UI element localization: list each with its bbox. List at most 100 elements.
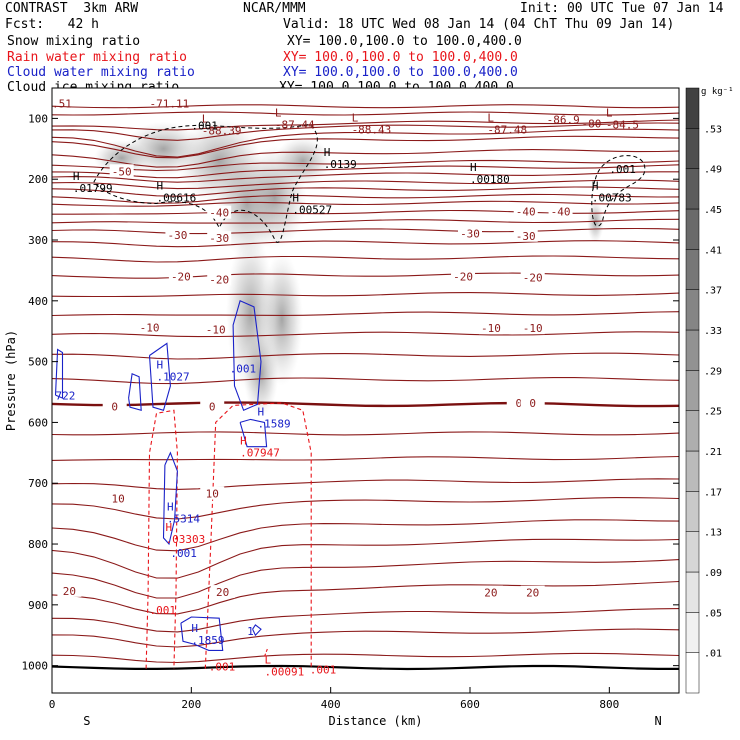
temperature-label: -10 [481,322,501,335]
y-tick-label: 500 [28,356,48,369]
temperature-label-bg [451,269,476,283]
colorbar-segment [685,491,700,532]
snow-shading [274,136,331,186]
temperature-label: 20 [484,587,497,600]
temperature-label-bg [520,585,545,599]
temperature-label: 20 [63,585,76,598]
cloud-water-contour [180,616,224,651]
temperature-label-bg [548,204,573,218]
extremum-high-marker: H [157,179,164,192]
x-tick-label: 200 [181,698,201,711]
x-tick-label: 600 [460,698,480,711]
extremum-low-marker: L [352,111,359,124]
colorbar-segment [685,531,700,573]
temperature-label-bg [207,272,232,286]
temperature-contour [52,179,679,190]
temperature-contour [52,519,679,552]
temperature-contour [52,608,679,633]
temperature-label: 10 [112,492,125,505]
colorbar-label: .29 [704,366,722,377]
contour-label: .001 [209,661,236,674]
extremum-value: -88.43 [352,123,392,136]
y-tick-label: 400 [28,295,48,308]
extremum-value: .00091 [264,666,304,679]
temperature-contour [52,255,679,263]
colorbar-label: .33 [704,326,722,337]
temperature-contour [52,149,679,168]
end-label-south: S [83,714,90,728]
temperature-label-bg [513,204,538,218]
temperature-label: -30 [167,229,187,242]
temperature-label-bg [109,164,134,178]
extremum-high-marker: H [157,359,164,372]
y-tick-label: 700 [28,477,48,490]
colorbar-label: .49 [704,165,722,176]
field-xy-rain: XY= 100.0,100.0 to 100.0,400.0 [283,50,518,65]
snow-shading [243,331,279,417]
extremum-high-marker: H [324,146,331,159]
x-tick-label: 800 [599,698,619,711]
temperature-contour [52,431,679,436]
field-name-snow: Snow mixing ratio [7,34,141,49]
temperature-label: -10 [206,323,226,336]
temperature-contour [52,580,679,615]
colorbar-segment [685,329,700,371]
colorbar-label: .37 [704,286,722,297]
temperature-label-bg [207,231,232,245]
temperature-contour [52,455,679,461]
forecast-hour: Fcst: 42 h [5,17,99,32]
extremum-value: -84.5 [606,118,639,131]
contour-label: .001 [191,119,218,132]
temperature-contour [52,497,679,520]
cloud-water-contour [252,624,262,637]
temperature-contour [52,628,679,648]
extremum-low-marker: L [202,112,209,125]
temperature-label-bg [458,226,482,240]
contour-label: -86.9 [547,113,580,126]
temperature-contour [52,652,679,664]
cloud-ice-contour [591,155,646,227]
colorbar-segment [685,612,700,653]
extremum-value: .5314 [167,512,200,525]
extremum-value: .03303 [166,533,206,546]
temperature-label-bg [513,228,538,242]
colorbar-label: .41 [704,245,722,256]
colorbar-segment [685,450,700,492]
temperature-contour [52,171,679,183]
temperature-contour [52,186,679,197]
extremum-low-marker: L [275,106,282,119]
temperature-label: 0 [515,397,522,410]
extremum-value: -87.44 [275,118,315,131]
contour-label: .001 [310,664,337,677]
temperature-label-bg [210,585,235,599]
extremum-high-marker: H [167,500,174,513]
temperature-label: 0 [529,397,536,410]
temperature-label-bg [57,583,82,597]
colorbar-label: .05 [704,608,722,619]
contour-label: .001 [170,547,197,560]
y-tick-label: 1000 [22,660,49,673]
temperature-contour [52,218,679,224]
temperature-label: -40 [516,205,536,218]
temperature-contour [52,104,679,109]
contour-label: .001 [230,363,257,376]
title-left: CONTRAST 3km ARW [5,1,139,16]
extremum-value: .07947 [240,447,280,460]
temperature-label: -30 [516,230,536,243]
extremum-high-marker: H [592,179,599,192]
extremum-high-marker: H [191,622,198,635]
temperature-label: -30 [460,227,480,240]
contour-label: -80 [581,118,601,131]
temperature-label: 20 [216,586,229,599]
rain-contour [145,409,178,669]
y-tick-label: 200 [28,173,48,186]
temperature-label: -10 [523,322,543,335]
x-axis-label: Distance (km) [329,714,423,728]
colorbar-label: .53 [704,124,722,135]
temperature-label-bg [207,205,232,219]
colorbar-segment [685,370,700,411]
temperature-contour [52,292,679,298]
temperature-label-bg [165,228,190,242]
extremum-low-marker: L [487,111,494,124]
